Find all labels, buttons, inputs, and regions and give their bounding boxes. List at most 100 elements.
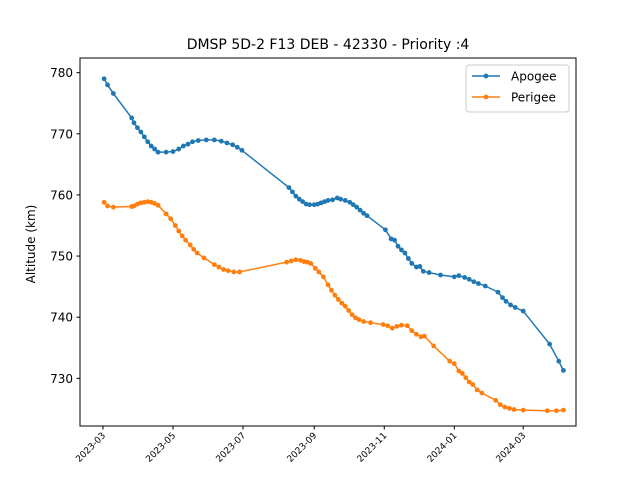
- perigee-point: [321, 274, 326, 280]
- perigee-point: [560, 407, 566, 413]
- legend-apogee-marker: [483, 73, 489, 79]
- apogee-point: [211, 137, 217, 143]
- perigee-point: [225, 268, 231, 274]
- apogee-point: [417, 264, 423, 269]
- perigee-point: [544, 408, 550, 414]
- apogee-point: [230, 142, 236, 148]
- apogee-point: [342, 198, 348, 203]
- apogee-point: [131, 120, 137, 126]
- perigee-point: [385, 323, 391, 329]
- apogee-point: [560, 367, 566, 373]
- perigee-point: [346, 308, 352, 313]
- apogee-point: [180, 143, 186, 149]
- perigee-point: [404, 323, 410, 329]
- perigee-point: [211, 262, 217, 268]
- perigee-point: [308, 261, 314, 266]
- perigee-point: [284, 259, 290, 265]
- perigee-point: [342, 303, 348, 309]
- perigee-point: [389, 325, 395, 331]
- chart-title: DMSP 5D-2 F13 DEB - 42330 - Priority :4: [187, 37, 470, 53]
- perigee-point: [497, 402, 503, 407]
- apogee-point: [101, 76, 107, 82]
- apogee-point: [145, 139, 151, 145]
- apogee-point: [300, 199, 306, 205]
- apogee-point: [293, 193, 299, 199]
- apogee-point: [547, 341, 552, 347]
- perigee-point: [349, 312, 355, 318]
- perigee-point: [237, 269, 242, 275]
- perigee-point: [221, 267, 226, 272]
- apogee-point: [405, 256, 411, 261]
- apogee-point: [155, 149, 161, 155]
- apogee-point: [438, 272, 443, 278]
- apogee-point: [395, 243, 401, 249]
- perigee-point: [194, 250, 200, 256]
- apogee-point: [466, 276, 472, 282]
- y-tick-label: 730: [50, 372, 73, 386]
- perigee-point: [394, 323, 400, 329]
- apogee-point: [185, 141, 191, 147]
- apogee-point: [110, 91, 116, 96]
- apogee-point: [503, 298, 509, 304]
- y-tick-label: 760: [50, 188, 73, 202]
- apogee-point: [354, 204, 360, 210]
- perigee-point: [155, 202, 161, 208]
- perigee-point: [187, 242, 193, 248]
- apogee-point: [347, 199, 353, 205]
- apogee-point: [170, 149, 176, 154]
- apogee-point: [520, 308, 526, 314]
- apogee-point: [357, 207, 363, 213]
- perigee-point: [105, 203, 110, 209]
- perigee-point: [493, 397, 499, 403]
- apogee-point: [203, 137, 209, 143]
- perigee-point: [163, 211, 169, 217]
- perigee-point: [431, 343, 437, 349]
- apogee-point: [409, 261, 415, 266]
- perigee-point: [201, 255, 207, 261]
- apogee-point: [364, 213, 370, 219]
- perigee-point: [507, 405, 512, 411]
- apogee-point: [239, 147, 245, 153]
- perigee-point: [409, 328, 415, 334]
- apogee-point: [420, 268, 426, 274]
- perigee-point: [172, 223, 178, 228]
- y-tick-label: 750: [50, 250, 73, 264]
- y-tick-label: 740: [50, 311, 73, 325]
- apogee-point: [482, 283, 488, 289]
- apogee-point: [234, 144, 240, 150]
- apogee-point: [338, 196, 344, 202]
- y-tick-label: 780: [50, 66, 73, 80]
- apogee-point: [190, 139, 195, 145]
- legend: Apogee Perigee: [465, 64, 570, 113]
- apogee-point: [556, 358, 562, 364]
- apogee-point: [290, 189, 295, 195]
- perigee-point: [380, 322, 386, 327]
- apogee-point: [462, 275, 468, 280]
- perigee-point: [110, 204, 116, 210]
- apogee-point: [148, 143, 154, 149]
- perigee-point: [335, 297, 341, 302]
- perigee-point: [168, 216, 174, 222]
- perigee-point: [456, 368, 462, 374]
- perigee-point: [511, 407, 517, 412]
- perigee-point: [361, 319, 366, 324]
- apogee-point: [138, 129, 144, 135]
- apogee-point: [399, 247, 404, 253]
- apogee-point: [296, 196, 302, 202]
- legend-perigee-label: Perigee: [511, 91, 556, 105]
- perigee-point: [459, 371, 465, 376]
- perigee-point: [316, 269, 322, 275]
- y-tick-label: 770: [50, 127, 73, 141]
- apogee-point: [218, 138, 224, 144]
- apogee-point: [135, 125, 140, 131]
- perigee-point: [293, 257, 299, 263]
- legend-perigee-marker: [483, 94, 489, 100]
- apogee-point: [325, 198, 331, 203]
- apogee-point: [129, 115, 135, 121]
- perigee-point: [312, 265, 318, 271]
- apogee-point: [392, 237, 397, 243]
- perigee-point: [463, 375, 469, 381]
- apogee-point: [495, 289, 501, 295]
- perigee-point: [339, 300, 345, 306]
